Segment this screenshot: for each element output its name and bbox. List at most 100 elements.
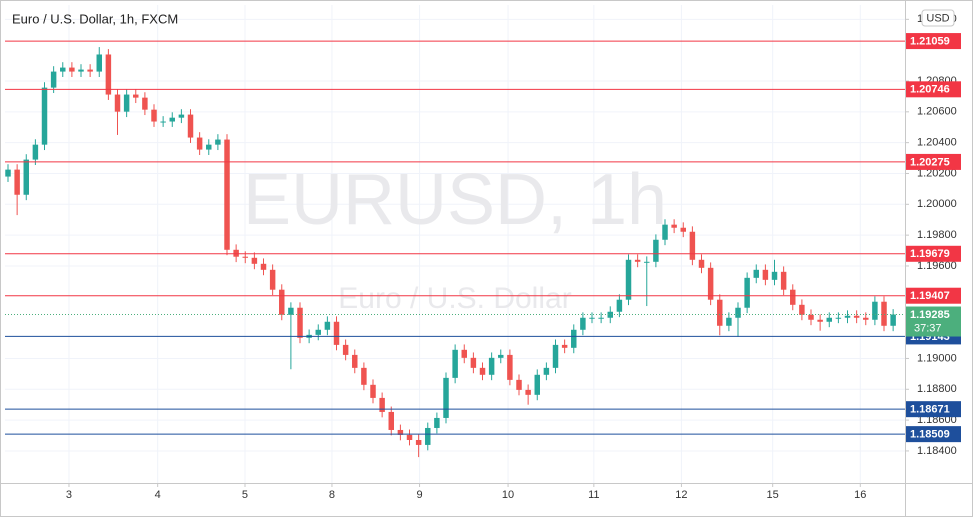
candle-body [571, 329, 577, 348]
x-tick-label: 4 [155, 489, 161, 501]
candle-body [625, 259, 632, 300]
candle-body [133, 94, 139, 98]
candle-body [123, 94, 130, 112]
candle-body [589, 317, 595, 319]
candle-body [14, 169, 20, 195]
candle-body [352, 354, 358, 368]
currency[interactable]: USD [926, 12, 949, 24]
candle-body [415, 439, 422, 445]
candle-body [32, 144, 39, 160]
candle-body [844, 315, 851, 318]
candle-body [178, 114, 185, 118]
candle-body [206, 144, 212, 150]
candle-body [762, 269, 769, 280]
candle-body [744, 277, 750, 308]
candle-body [552, 344, 559, 368]
chart-title: Euro / U.S. Dollar, 1h, FXCM [12, 11, 178, 26]
y-tick-label: 1.19000 [917, 352, 957, 364]
candle-body [470, 357, 477, 368]
x-tick-label: 8 [329, 489, 335, 501]
level-label-bg [906, 426, 961, 443]
level-label-bg [906, 401, 961, 418]
candle-body [169, 117, 175, 122]
candle-body [397, 429, 404, 435]
candle-body [598, 317, 604, 319]
y-tick-label: 1.20400 [917, 137, 957, 149]
candle-body [835, 317, 842, 319]
candle-body [114, 94, 121, 112]
candle-body [370, 384, 376, 398]
watermark-subtitle: Euro / U.S. Dollar [338, 282, 571, 315]
candle-body [187, 114, 194, 138]
candle-body [808, 314, 814, 320]
last-price-label: 1.19285 [910, 309, 950, 321]
candle-body [698, 259, 705, 268]
candle-body [689, 231, 696, 260]
candle-body [735, 307, 741, 318]
candle-body [379, 397, 385, 412]
candle-body [224, 139, 230, 250]
last-price-label-bg [906, 306, 961, 337]
candle-body [707, 267, 714, 300]
candle-body [634, 259, 641, 262]
candle-body [87, 69, 93, 72]
candle-body [443, 377, 449, 418]
x-tick-label: 10 [502, 489, 514, 501]
candle-body [288, 307, 294, 315]
level-label: 1.19407 [910, 290, 950, 302]
candle-body [333, 321, 340, 345]
candle-body [863, 317, 869, 320]
y-tick-label: 1.20200 [917, 167, 957, 179]
candle-body [324, 321, 331, 330]
candle-body [151, 109, 157, 122]
x-tick-label: 3 [66, 489, 72, 501]
candle-body [242, 256, 248, 258]
candle-body [23, 159, 29, 195]
x-tick-label: 16 [854, 489, 866, 501]
currency-badge[interactable] [921, 9, 955, 27]
candle-body [525, 389, 531, 395]
candle-body [260, 263, 267, 270]
candle-body [616, 299, 623, 312]
level-label: 1.18509 [910, 429, 950, 441]
level-label-bg [906, 153, 961, 170]
candle-body [315, 329, 321, 335]
candle-body [5, 169, 11, 177]
x-tick-label: 5 [242, 489, 248, 501]
candle-body [881, 301, 887, 326]
candle-body [251, 257, 258, 264]
candle-body [452, 349, 458, 378]
candle-body [890, 314, 896, 326]
candle-body [60, 67, 66, 72]
candle-body [105, 54, 112, 95]
candle-body [717, 299, 723, 326]
candle-body [561, 344, 568, 348]
level-label: 1.21059 [910, 35, 950, 47]
candle-body [671, 224, 677, 228]
level-label: 1.20746 [910, 84, 950, 96]
candle-body [160, 121, 166, 123]
candle-body [780, 271, 787, 290]
candle-body [406, 434, 413, 440]
candle-body [853, 315, 860, 318]
candle-body [297, 307, 303, 338]
candle-body [534, 374, 540, 395]
level-label: 1.19679 [910, 248, 950, 260]
candle-body [196, 137, 203, 150]
candle-body [680, 227, 686, 232]
candle-body [726, 317, 732, 326]
x-tick-label: 11 [588, 489, 599, 501]
y-tick-label: 1.20600 [917, 106, 957, 118]
candle-body [361, 367, 367, 385]
candle-body [461, 349, 467, 358]
candle-body [662, 224, 668, 240]
level-label-bg [906, 245, 961, 262]
candle-body [434, 417, 440, 428]
candle-body [215, 139, 221, 145]
candle-body [790, 289, 796, 305]
candle-body [479, 367, 486, 375]
candle-body [872, 301, 878, 320]
candle-body [753, 269, 759, 278]
candle-body [269, 269, 276, 290]
